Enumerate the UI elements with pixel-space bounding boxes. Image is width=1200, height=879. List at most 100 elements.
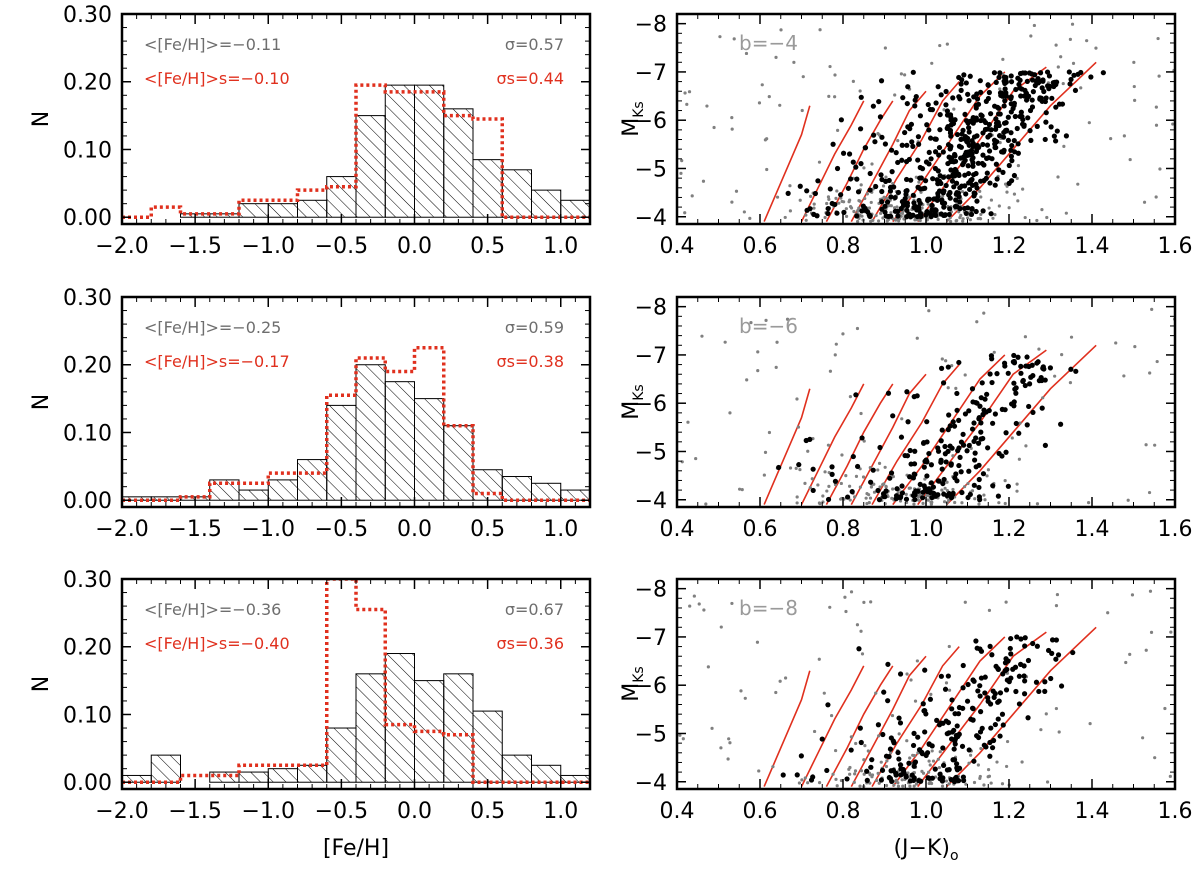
field-star-point — [784, 676, 788, 680]
field-star-point — [853, 495, 857, 499]
member-star-point — [1005, 114, 1011, 120]
field-star-point — [1109, 136, 1113, 141]
field-star-point — [857, 206, 861, 210]
member-star-point — [997, 111, 1003, 117]
field-star-point — [1156, 36, 1160, 41]
member-star-point — [1053, 656, 1059, 662]
field-star-point — [930, 61, 934, 65]
field-star-point — [1045, 215, 1049, 220]
field-star-point — [835, 784, 839, 788]
member-star-point — [1018, 109, 1024, 115]
member-star-point — [1024, 354, 1030, 360]
field-star-point — [834, 196, 838, 200]
member-star-point — [903, 176, 910, 183]
member-star-point — [904, 214, 910, 220]
field-star-point — [757, 769, 761, 773]
field-star-point — [892, 206, 897, 210]
member-star-point — [895, 208, 901, 215]
member-star-point — [1005, 137, 1012, 143]
field-star-point — [1142, 200, 1147, 204]
field-star-point — [835, 189, 839, 193]
field-star-point — [804, 218, 808, 222]
member-star-point — [1035, 80, 1041, 86]
member-star-point — [1042, 679, 1048, 685]
field-star-point — [690, 194, 694, 198]
field-star-point — [858, 89, 862, 93]
member-star-point — [882, 203, 888, 209]
member-star-point — [1018, 93, 1024, 99]
member-star-point — [942, 443, 948, 450]
y-tick-label: 0.10 — [63, 421, 112, 446]
member-star-point — [1025, 657, 1032, 664]
y-tick-label: −6 — [635, 674, 667, 699]
member-star-point — [886, 774, 892, 781]
field-star-point — [978, 776, 982, 780]
member-star-point — [1008, 153, 1015, 159]
field-star-point — [1005, 190, 1009, 194]
field-star-point — [917, 498, 921, 502]
field-star-point — [686, 420, 690, 424]
member-star-point — [966, 408, 972, 414]
member-star-point — [954, 407, 960, 413]
field-star-point — [912, 502, 916, 506]
member-star-point — [1012, 113, 1018, 120]
member-star-point — [913, 94, 919, 100]
member-star-point — [945, 364, 951, 370]
member-star-point — [858, 161, 864, 167]
member-star-point — [927, 135, 934, 141]
field-star-point — [896, 781, 900, 785]
member-star-point — [1034, 643, 1040, 649]
member-star-point — [955, 733, 961, 740]
field-star-point — [810, 477, 814, 481]
member-star-point — [949, 706, 955, 712]
member-star-point — [975, 160, 981, 166]
member-star-point — [1048, 124, 1054, 130]
member-star-point — [940, 762, 947, 768]
hist-bar — [443, 108, 474, 218]
member-star-point — [957, 199, 963, 205]
member-star-point — [1008, 73, 1014, 79]
field-star-point — [837, 201, 841, 205]
member-star-point — [944, 767, 951, 773]
x-tick-label: −1.0 — [242, 799, 295, 824]
field-star-point — [859, 629, 863, 633]
field-star-point — [978, 216, 982, 220]
member-star-point — [1009, 178, 1015, 184]
member-star-point — [1022, 678, 1028, 684]
member-star-point — [1011, 172, 1018, 179]
y-tick-label: −8 — [635, 296, 667, 321]
member-star-point — [1059, 101, 1066, 107]
plot-frame — [120, 577, 592, 791]
member-star-point — [971, 758, 977, 764]
member-star-point — [993, 79, 999, 85]
field-star-point — [1085, 39, 1089, 43]
member-star-point — [907, 447, 913, 454]
field-star-point — [1070, 22, 1075, 26]
field-star-point — [744, 51, 749, 56]
field-star-point — [1054, 604, 1059, 608]
member-star-point — [819, 736, 825, 742]
field-star-point — [1087, 121, 1091, 125]
field-star-point — [825, 201, 829, 206]
field-star-point — [872, 490, 877, 494]
member-star-point — [938, 180, 944, 186]
field-star-point — [865, 192, 869, 196]
plot-frame — [120, 295, 592, 509]
member-star-point — [954, 131, 961, 138]
member-star-point — [850, 159, 856, 165]
member-star-point — [1036, 688, 1042, 695]
y-axis-label: N — [29, 394, 54, 410]
member-star-point — [947, 195, 953, 201]
sigma-s: σs=0.38 — [496, 352, 564, 371]
field-star-point — [914, 782, 919, 786]
member-star-point — [951, 184, 957, 190]
member-star-point — [917, 113, 924, 119]
member-star-point — [903, 496, 910, 502]
member-star-point — [951, 757, 958, 763]
x-tick-label: 1.4 — [1075, 234, 1110, 259]
histogram-panel-3: <[Fe/H]>=−0.36 σ=0.67 <[Fe/H]>s=−0.40 σs=0.… — [29, 568, 592, 861]
field-star-point — [1148, 589, 1153, 593]
hist-bar — [531, 482, 562, 501]
member-star-point — [1008, 635, 1014, 642]
member-star-point — [974, 96, 981, 102]
